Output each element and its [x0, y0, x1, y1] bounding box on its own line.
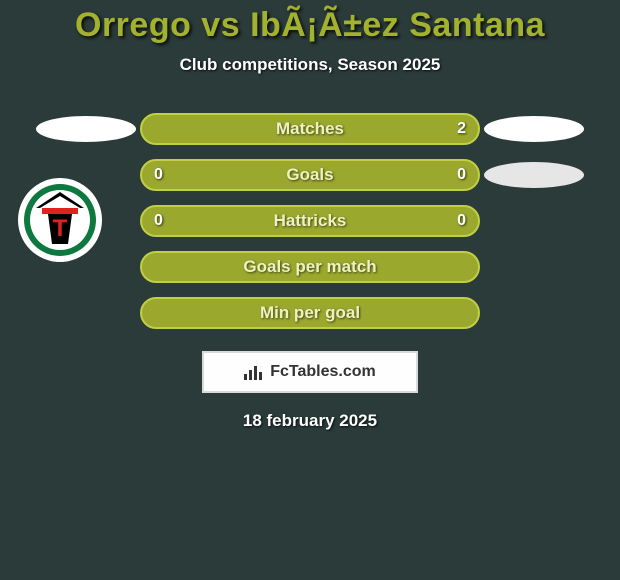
stat-pill-matches: Matches 2: [140, 113, 480, 145]
stat-row: Min per goal: [0, 297, 620, 329]
stat-pill-hattricks: 0 Hattricks 0: [140, 205, 480, 237]
left-marker-pill: [36, 116, 136, 142]
attribution-text: FcTables.com: [270, 363, 376, 381]
right-marker-pill: [484, 116, 584, 142]
date-text: 18 february 2025: [0, 411, 620, 431]
bar-chart-icon: [244, 364, 264, 380]
stat-right-value: 2: [457, 120, 466, 138]
stat-label: Goals per match: [243, 257, 376, 277]
stat-left-value: 0: [154, 166, 163, 184]
stat-row: Matches 2: [0, 113, 620, 145]
left-side: [36, 116, 136, 142]
stat-pill-gpm: Goals per match: [140, 251, 480, 283]
right-side: [484, 162, 584, 188]
stat-label: Min per goal: [260, 303, 360, 323]
subtitle: Club competitions, Season 2025: [0, 55, 620, 75]
stat-left-value: 0: [154, 212, 163, 230]
right-side: [484, 116, 584, 142]
right-marker-pill: [484, 162, 584, 188]
stat-pill-mpg: Min per goal: [140, 297, 480, 329]
attribution-box: FcTables.com: [202, 351, 418, 393]
stat-pill-goals: 0 Goals 0: [140, 159, 480, 191]
page-title: Orrego vs IbÃ¡Ã±ez Santana: [0, 6, 620, 45]
stat-label: Matches: [276, 119, 344, 139]
stat-label: Goals: [286, 165, 333, 185]
svg-text:T: T: [53, 215, 68, 242]
club-badge-icon: T: [18, 178, 102, 262]
stat-label: Hattricks: [274, 211, 347, 231]
stat-right-value: 0: [457, 166, 466, 184]
team-badge-left: T: [18, 178, 102, 267]
stat-right-value: 0: [457, 212, 466, 230]
